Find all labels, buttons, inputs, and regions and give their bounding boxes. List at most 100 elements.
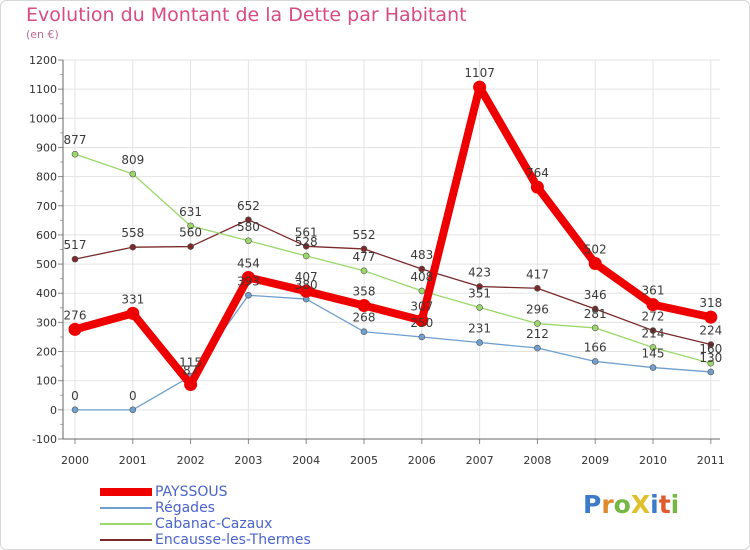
y-tick-label: 600: [36, 229, 57, 242]
y-tick-label: 500: [36, 258, 57, 271]
data-point-payssous: [68, 322, 82, 336]
data-point-encausse-les-thermes: [649, 327, 657, 334]
data-label-encausse-les-thermes: 272: [642, 310, 665, 324]
y-tick-label: 700: [36, 200, 57, 213]
y-tick-label: 300: [36, 316, 57, 329]
y-tick-label: 0: [50, 404, 57, 417]
data-point-r-gades: [649, 364, 657, 371]
legend-item: Régades: [100, 500, 400, 516]
data-point-payssous: [415, 313, 429, 327]
data-label-r-gades: 250: [410, 316, 433, 330]
data-label-cabanac-cazaux: 214: [642, 326, 665, 340]
data-label-encausse-les-thermes: 346: [584, 288, 607, 302]
data-point-cabanac-cazaux: [302, 252, 310, 260]
data-point-payssous: [357, 298, 371, 312]
y-tick-label: 400: [36, 287, 57, 300]
data-point-encausse-les-thermes: [187, 243, 194, 250]
chart-title: Evolution du Montant de la Dette par Hab…: [26, 4, 467, 26]
data-label-cabanac-cazaux: 296: [526, 303, 549, 317]
data-point-encausse-les-thermes: [707, 341, 715, 348]
data-label-payssous: 454: [237, 256, 260, 270]
data-point-cabanac-cazaux: [534, 320, 541, 327]
data-point-cabanac-cazaux: [245, 237, 252, 245]
y-tick-label: 1000: [29, 112, 57, 125]
legend-item: Cabanac-Cazaux: [100, 516, 400, 532]
data-label-cabanac-cazaux: 809: [121, 153, 144, 167]
legend: PAYSSOUS Régades Cabanac-Cazaux Encausse-le…: [100, 484, 400, 548]
data-point-cabanac-cazaux: [707, 359, 715, 367]
data-label-r-gades: 145: [642, 347, 665, 361]
data-point-r-gades: [129, 406, 137, 414]
proxiti-logo: ProXiti: [583, 490, 679, 519]
data-label-payssous: 407: [295, 270, 318, 284]
data-label-encausse-les-thermes: 552: [353, 228, 376, 242]
logo-letter: i: [670, 490, 680, 519]
data-point-encausse-les-thermes: [476, 283, 483, 290]
logo-letter: r: [601, 490, 614, 519]
data-label-encausse-les-thermes: 517: [64, 238, 87, 252]
x-tick-label: 2003: [234, 454, 262, 467]
x-tick-label: 2001: [119, 454, 147, 467]
data-point-r-gades: [476, 339, 483, 346]
data-label-r-gades: 380: [295, 278, 318, 292]
data-label-payssous: 331: [121, 292, 144, 306]
y-tick-label: 1100: [29, 83, 57, 96]
legend-swatch: [100, 523, 152, 525]
legend-item: Encausse-les-Thermes: [100, 532, 400, 548]
data-label-payssous: 361: [642, 284, 665, 298]
x-tick-label: 2007: [466, 454, 494, 467]
data-label-encausse-les-thermes: 224: [699, 324, 722, 338]
data-point-cabanac-cazaux: [360, 267, 368, 275]
data-label-payssous: 502: [584, 242, 607, 256]
data-label-payssous: 764: [526, 166, 549, 180]
data-label-r-gades: 0: [71, 389, 79, 403]
data-label-encausse-les-thermes: 561: [295, 225, 318, 239]
data-point-payssous: [704, 310, 718, 324]
data-point-encausse-les-thermes: [129, 243, 137, 251]
data-label-r-gades: 231: [468, 322, 491, 336]
data-point-encausse-les-thermes: [360, 245, 368, 253]
legend-swatch: [100, 539, 152, 541]
data-label-payssous: 358: [353, 284, 376, 298]
data-label-payssous: 276: [64, 308, 87, 322]
data-point-encausse-les-thermes: [418, 265, 426, 273]
logo-letter: t: [658, 490, 671, 519]
x-tick-label: 2008: [523, 454, 551, 467]
data-point-payssous: [473, 80, 487, 94]
data-point-payssous: [646, 298, 660, 312]
data-label-r-gades: 393: [237, 274, 260, 288]
x-tick-label: 2000: [61, 454, 89, 467]
data-label-cabanac-cazaux: 351: [468, 287, 491, 301]
legend-label: Cabanac-Cazaux: [155, 516, 273, 532]
data-point-payssous: [530, 180, 544, 194]
data-point-payssous: [299, 284, 313, 298]
data-point-encausse-les-thermes: [71, 255, 79, 263]
data-point-payssous: [241, 270, 255, 284]
x-tick-label: 2006: [408, 454, 436, 467]
data-point-cabanac-cazaux: [129, 170, 137, 178]
data-label-encausse-les-thermes: 558: [121, 226, 144, 240]
data-label-payssous: 1107: [464, 66, 495, 80]
data-point-encausse-les-thermes: [591, 305, 599, 313]
legend-swatch: [100, 507, 152, 509]
data-point-payssous: [126, 306, 140, 320]
data-point-encausse-les-thermes: [534, 284, 541, 292]
series-line-r-gades: [74, 294, 712, 411]
data-point-cabanac-cazaux: [591, 324, 599, 332]
data-label-payssous: 318: [699, 296, 722, 310]
y-tick-label: 1200: [29, 54, 57, 67]
plot-area: [63, 60, 720, 439]
x-tick-label: 2010: [639, 454, 667, 467]
data-point-r-gades: [707, 368, 715, 376]
data-point-r-gades: [360, 328, 368, 336]
data-point-encausse-les-thermes: [302, 242, 310, 250]
series-line-encausse-les-thermes: [74, 219, 712, 346]
data-point-cabanac-cazaux: [476, 304, 483, 311]
x-tick-label: 2009: [581, 454, 609, 467]
data-label-cabanac-cazaux: 160: [699, 342, 722, 356]
data-label-r-gades: 268: [353, 311, 376, 325]
y-tick-label: 800: [36, 171, 57, 184]
data-point-cabanac-cazaux: [187, 222, 194, 230]
y-tick-label: 100: [36, 375, 57, 388]
